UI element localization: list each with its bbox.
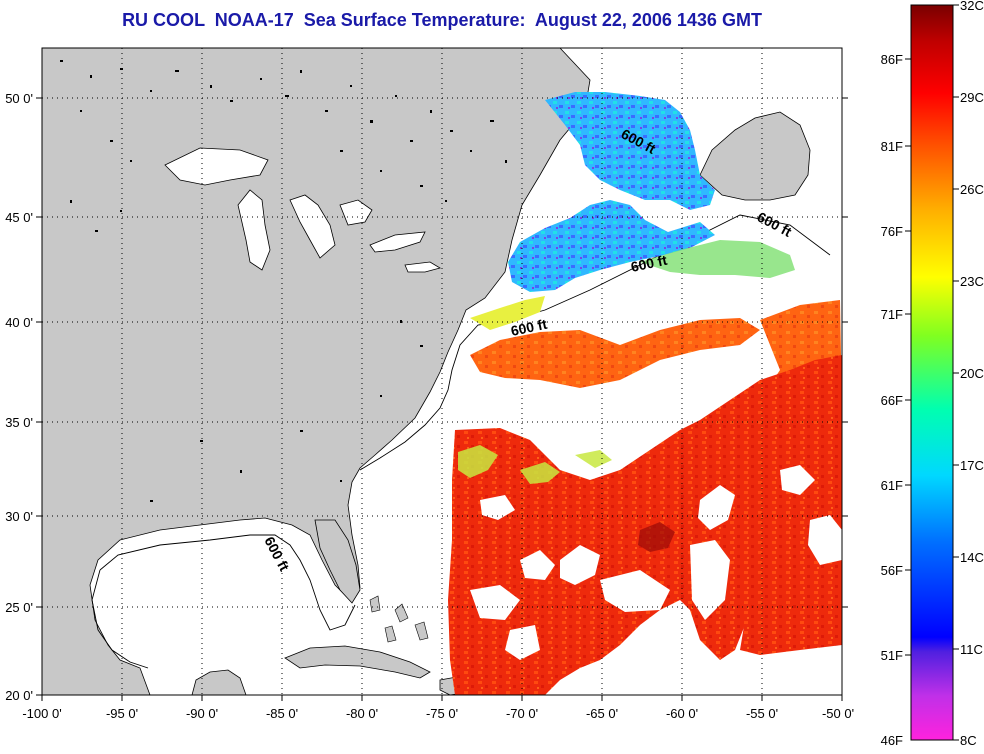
- y-axis-labels: 50 0' 45 0' 40 0' 35 0' 30 0' 25 0' 20 0…: [5, 91, 33, 703]
- x-tick-label: -50 0': [822, 706, 854, 721]
- sst-warm-main: [448, 355, 842, 695]
- y-tick-label: 50 0': [5, 91, 33, 106]
- gulf-shelf-contour: [99, 534, 356, 631]
- north-america-land: [42, 48, 591, 695]
- yucatan-land: [191, 669, 247, 695]
- colorbar-label-c: 29C: [960, 90, 984, 105]
- sst-dark-red-core: [638, 522, 675, 552]
- colorbar-label-f: 46F: [881, 733, 903, 748]
- contour-label-midatlantic: 600 ft: [509, 316, 548, 339]
- x-tick-label: -95 0': [106, 706, 138, 721]
- colorbar: 32C 29C 26C 23C 20C 17C 14C 11C 8C 86F 8…: [881, 0, 984, 748]
- y-tick-label: 20 0': [5, 688, 33, 703]
- colorbar-label-c: 8C: [960, 733, 977, 748]
- y-tick-label: 35 0': [5, 415, 33, 430]
- contour-label-georges: 600 ft: [629, 252, 668, 275]
- graticule: [42, 48, 842, 695]
- sst-green-band: [640, 240, 795, 278]
- cloud-gaps: [470, 395, 842, 660]
- colorbar-label-f: 86F: [881, 52, 903, 67]
- colorbar-label-c: 20C: [960, 366, 984, 381]
- x-tick-label: -65 0': [586, 706, 618, 721]
- sst-yellow-band: [470, 296, 545, 330]
- colorbar-label-c: 11C: [960, 642, 983, 657]
- x-tick-label: -55 0': [746, 706, 778, 721]
- sst-orange-north: [470, 318, 760, 388]
- colorbar-label-c: 17C: [960, 458, 984, 473]
- colorbar-label-f: 51F: [881, 648, 903, 663]
- map-title: RU COOL NOAA-17 Sea Surface Temperature:…: [122, 10, 762, 30]
- colorbar-label-f: 76F: [881, 224, 903, 239]
- bahamas-islands: [369, 595, 429, 643]
- sst-gulf-st-lawrence: [545, 92, 715, 210]
- cuba-land: [284, 645, 431, 679]
- x-tick-label: -70 0': [506, 706, 538, 721]
- colorbar-label-f: 66F: [881, 393, 903, 408]
- sst-cool-region: [508, 200, 715, 292]
- newfoundland-land: [699, 111, 811, 201]
- x-tick-label: -75 0': [426, 706, 458, 721]
- x-tick-label: -60 0': [666, 706, 698, 721]
- axis-tick-marks: [36, 97, 848, 701]
- x-tick-label: -90 0': [186, 706, 218, 721]
- colorbar-label-f: 71F: [881, 307, 903, 322]
- sst-warm-east: [740, 440, 842, 655]
- colorbar-label-c: 14C: [960, 550, 984, 565]
- inland-lakes: [60, 60, 507, 502]
- gulf-shelf-contour-west: [91, 569, 149, 669]
- y-tick-label: 30 0': [5, 509, 33, 524]
- x-tick-label: -85 0': [266, 706, 298, 721]
- colorbar-label-f: 56F: [881, 563, 903, 578]
- sst-green-patches: [458, 445, 612, 484]
- florida-land: [314, 519, 361, 604]
- x-tick-label: -80 0': [346, 706, 378, 721]
- y-tick-label: 45 0': [5, 210, 33, 225]
- colorbar-label-c: 23C: [960, 274, 984, 289]
- colorbar-label-f: 61F: [881, 478, 903, 493]
- colorbar-label-c: 26C: [960, 182, 984, 197]
- colorbar-label-f: 81F: [881, 139, 903, 154]
- great-lakes: [164, 147, 442, 273]
- y-tick-label: 40 0': [5, 315, 33, 330]
- y-tick-label: 25 0': [5, 600, 33, 615]
- colorbar-gradient: [910, 4, 954, 741]
- x-tick-label: -100 0': [22, 706, 61, 721]
- colorbar-label-c: 32C: [960, 0, 984, 13]
- x-axis-labels: -100 0' -95 0' -90 0' -85 0' -80 0' -75 …: [22, 706, 854, 721]
